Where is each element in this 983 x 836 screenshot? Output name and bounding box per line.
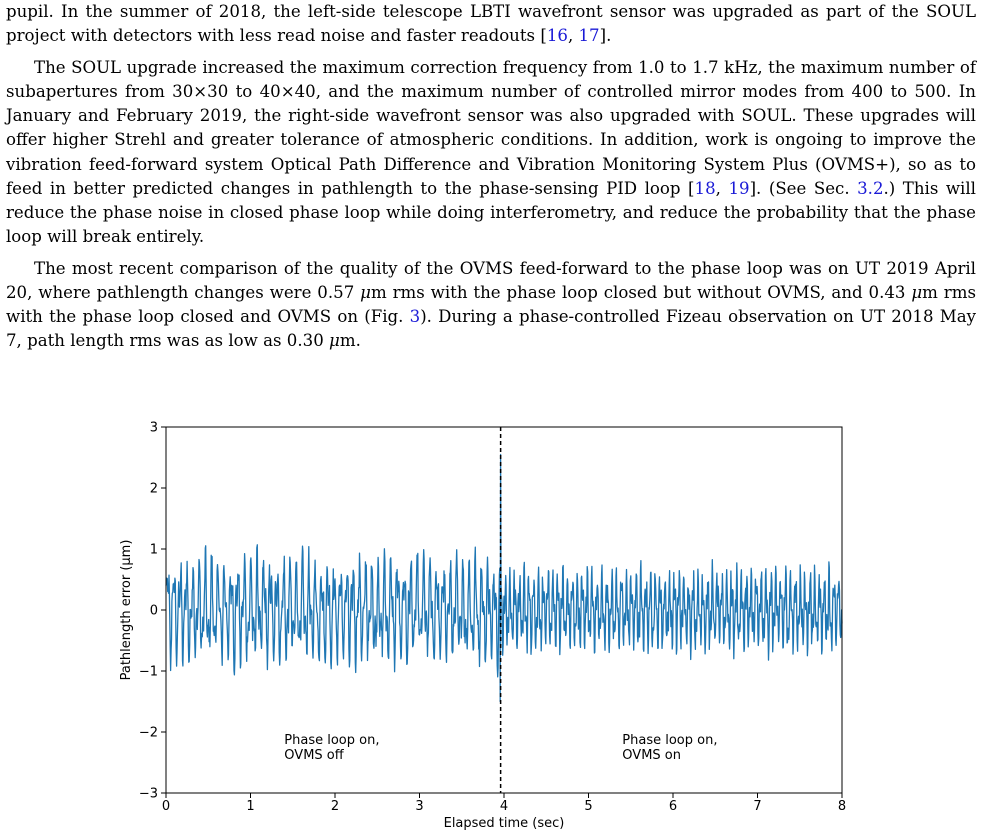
y-axis-label: Pathlength error (μm): [119, 540, 134, 681]
y-tick-label: 1: [150, 543, 158, 558]
y-tick-label: 2: [150, 482, 158, 497]
y-tick-label: −2: [139, 726, 158, 741]
x-axis-label: Elapsed time (sec): [444, 816, 565, 831]
text-run: The SOUL upgrade increased the maximum c…: [6, 58, 976, 198]
citation-link[interactable]: 19: [728, 178, 750, 198]
citation-link[interactable]: 3: [409, 307, 421, 327]
citation-link[interactable]: 3.2: [857, 178, 884, 198]
text-run: m rms with the phase loop closed but wit…: [370, 283, 912, 303]
text-run: ].: [599, 26, 612, 46]
citation-link[interactable]: 18: [694, 178, 716, 198]
plot-area: [165, 426, 843, 794]
y-axis-ticks: −3 −2 −1 0 1 2 3: [139, 421, 166, 802]
x-tick-label: 8: [838, 799, 846, 814]
text-run: m.: [339, 331, 361, 351]
citation-link[interactable]: 17: [578, 26, 600, 46]
mu-symbol: μ: [911, 283, 923, 303]
x-tick-label: 7: [753, 799, 761, 814]
paragraph-3: The most recent comparison of the qualit…: [6, 257, 976, 353]
x-tick-label: 5: [584, 799, 592, 814]
y-tick-label: −3: [139, 787, 158, 802]
x-tick-label: 6: [669, 799, 677, 814]
text-run: pupil. In the summer of 2018, the left-s…: [6, 2, 976, 46]
mu-symbol: μ: [360, 283, 371, 303]
annotation-line: OVMS off: [284, 748, 344, 763]
paper-text: pupil. In the summer of 2018, the left-s…: [6, 0, 976, 353]
annotation-line: OVMS on: [622, 748, 681, 763]
annotation-line: Phase loop on,: [284, 733, 379, 748]
text-run: ,: [567, 26, 579, 46]
y-tick-label: 0: [150, 604, 158, 619]
text-run: ). During a phase-controlled Fizeau obse…: [6, 307, 976, 351]
text-run: ,: [715, 178, 729, 198]
text-run: The most recent comparison of the qualit…: [6, 258, 976, 303]
x-tick-label: 3: [415, 799, 423, 814]
x-tick-label: 1: [246, 799, 254, 814]
y-tick-label: −1: [139, 665, 158, 680]
text-run: ]. (See Sec.: [749, 178, 858, 198]
paragraph-2: The SOUL upgrade increased the maximum c…: [6, 56, 976, 249]
paragraph-1: pupil. In the summer of 2018, the left-s…: [6, 0, 976, 48]
text-run: m rms with the phase loop closed and OVM…: [6, 283, 976, 327]
x-tick-label: 0: [162, 799, 170, 814]
y-tick-label: 3: [150, 421, 158, 436]
x-axis-ticks: 0 1 2 3 4 5 6 7 8: [162, 793, 846, 814]
pathlength-series-line: [165, 453, 843, 703]
x-tick-label: 2: [331, 799, 339, 814]
mu-symbol: μ: [329, 331, 340, 351]
text-run: .) This will reduce the phase noise in c…: [6, 178, 976, 246]
x-tick-label: 4: [500, 799, 508, 814]
citation-link[interactable]: 16: [546, 26, 568, 46]
annotation-line: Phase loop on,: [622, 733, 717, 748]
